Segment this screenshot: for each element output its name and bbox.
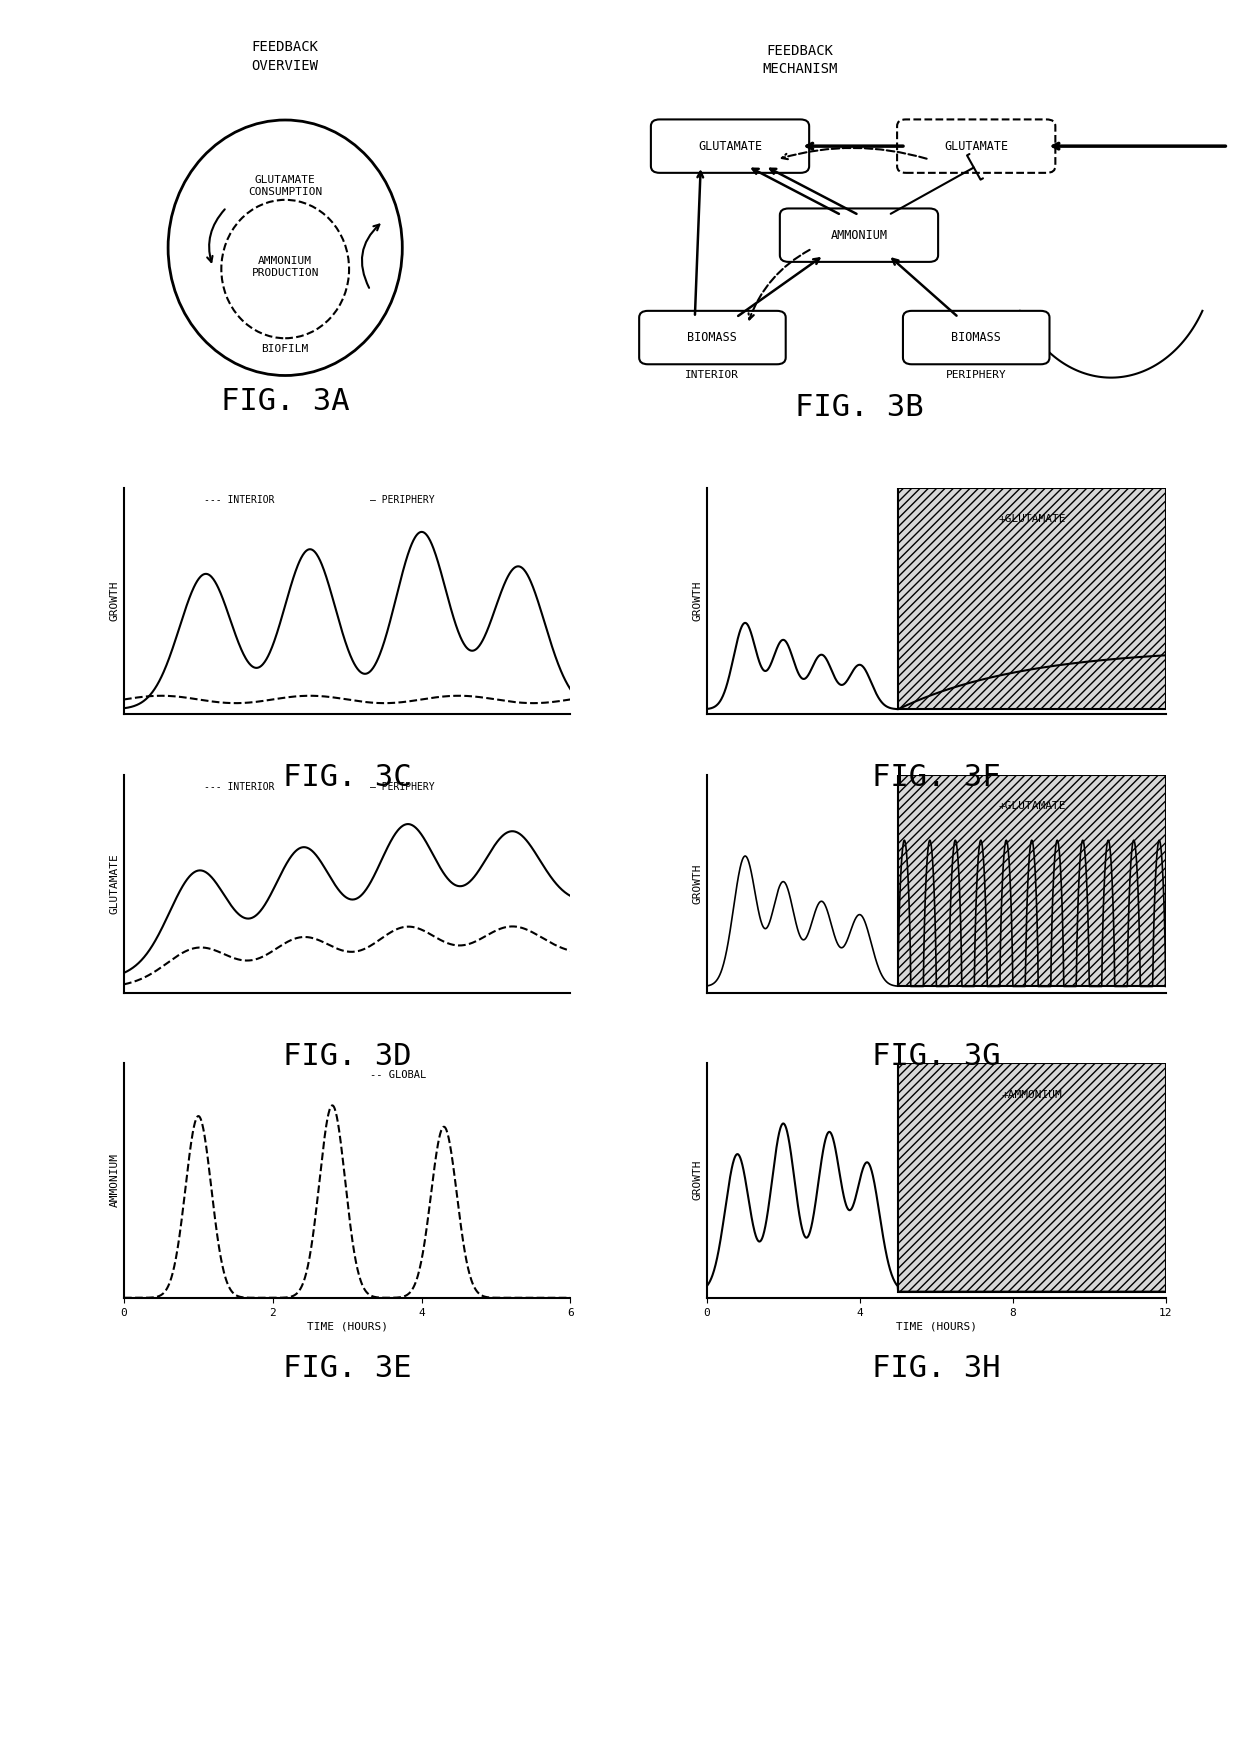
Text: — PERIPHERY: — PERIPHERY bbox=[370, 495, 434, 505]
Text: BIOFILM: BIOFILM bbox=[262, 343, 309, 354]
Text: FIG. 3D: FIG. 3D bbox=[283, 1042, 412, 1071]
Text: --- INTERIOR: --- INTERIOR bbox=[205, 782, 275, 791]
FancyBboxPatch shape bbox=[897, 120, 1055, 172]
Text: --- INTERIOR: --- INTERIOR bbox=[205, 495, 275, 505]
Text: — PERIPHERY: — PERIPHERY bbox=[370, 782, 434, 791]
FancyBboxPatch shape bbox=[780, 209, 939, 261]
Text: FEEDBACK
OVERVIEW: FEEDBACK OVERVIEW bbox=[252, 40, 319, 73]
Text: FIG. 3E: FIG. 3E bbox=[283, 1354, 412, 1383]
Text: GLUTAMATE: GLUTAMATE bbox=[944, 139, 1008, 153]
Bar bbox=[898, 775, 1166, 986]
Text: FIG. 3F: FIG. 3F bbox=[872, 763, 1001, 793]
Y-axis label: GROWTH: GROWTH bbox=[110, 580, 120, 622]
Text: +GLUTAMATE: +GLUTAMATE bbox=[998, 514, 1065, 524]
Text: GLUTAMATE: GLUTAMATE bbox=[698, 139, 763, 153]
Text: +AMMONIUM: +AMMONIUM bbox=[1002, 1090, 1063, 1101]
Text: AMMONIUM
PRODUCTION: AMMONIUM PRODUCTION bbox=[252, 256, 319, 277]
Text: +GLUTAMATE: +GLUTAMATE bbox=[998, 801, 1065, 810]
Text: FIG. 3B: FIG. 3B bbox=[795, 394, 924, 422]
Y-axis label: GROWTH: GROWTH bbox=[693, 864, 703, 904]
FancyBboxPatch shape bbox=[903, 310, 1049, 364]
Text: FIG. 3A: FIG. 3A bbox=[221, 387, 350, 416]
Bar bbox=[898, 1063, 1166, 1291]
FancyBboxPatch shape bbox=[639, 310, 786, 364]
Text: FIG. 3C: FIG. 3C bbox=[283, 763, 412, 793]
Text: FIG. 3H: FIG. 3H bbox=[872, 1354, 1001, 1383]
Text: FIG. 3G: FIG. 3G bbox=[872, 1042, 1001, 1071]
FancyBboxPatch shape bbox=[651, 120, 810, 172]
Bar bbox=[898, 488, 1166, 709]
Text: -- GLOBAL: -- GLOBAL bbox=[370, 1070, 425, 1080]
Y-axis label: AMMONIUM: AMMONIUM bbox=[110, 1153, 120, 1207]
Text: FEEDBACK
MECHANISM: FEEDBACK MECHANISM bbox=[763, 44, 838, 77]
Text: AMMONIUM: AMMONIUM bbox=[831, 228, 888, 242]
Y-axis label: GLUTAMATE: GLUTAMATE bbox=[110, 854, 120, 915]
Text: BIOMASS: BIOMASS bbox=[687, 331, 738, 345]
X-axis label: TIME (HOURS): TIME (HOURS) bbox=[306, 1322, 388, 1331]
Text: BIOMASS: BIOMASS bbox=[951, 331, 1001, 345]
Y-axis label: GROWTH: GROWTH bbox=[693, 1160, 703, 1200]
Text: GLUTAMATE
CONSUMPTION: GLUTAMATE CONSUMPTION bbox=[248, 176, 322, 197]
X-axis label: TIME (HOURS): TIME (HOURS) bbox=[895, 1322, 977, 1331]
Text: INTERIOR: INTERIOR bbox=[686, 371, 739, 380]
Text: PERIPHERY: PERIPHERY bbox=[946, 371, 1007, 380]
Y-axis label: GROWTH: GROWTH bbox=[693, 580, 703, 622]
